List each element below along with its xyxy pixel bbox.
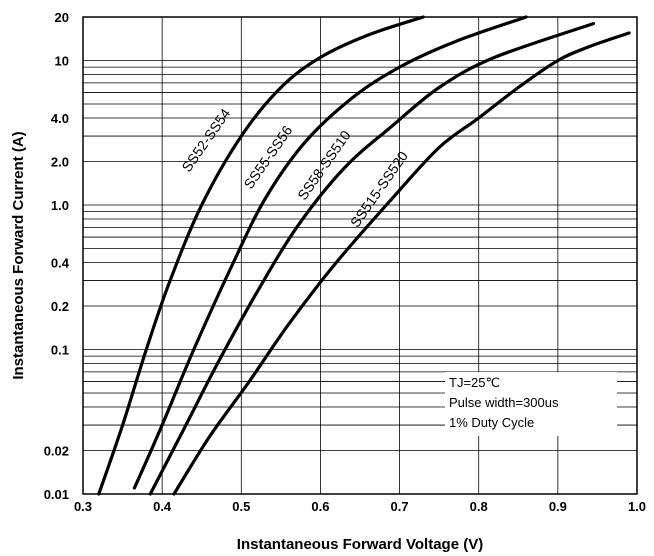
y-tick-label: 10 [55,53,69,68]
series-line [132,15,528,490]
annotation-line: TJ=25℃ [449,375,500,390]
y-tick-label: 0.01 [44,487,69,502]
y-tick-label: 4.0 [51,111,69,126]
x-tick-label: 0.9 [549,499,567,514]
y-tick-labels: 20 10 4.0 2.0 1.0 0.4 0.2 0.1 0.02 0.01 [44,10,70,502]
series-line [148,22,596,496]
x-tick-label: 0.8 [470,499,488,514]
x-tick-label: 0.6 [311,499,329,514]
y-tick-label: 20 [55,10,69,25]
x-tick-label: 1.0 [628,499,646,514]
x-axis-title: Instantaneous Forward Voltage (V) [237,536,483,553]
series-line [97,15,425,496]
annotation-box: TJ=25℃ Pulse width=300us 1% Duty Cycle [449,375,559,430]
plot-frame [82,16,638,495]
series-curves [97,15,631,496]
y-tick-label: 0.4 [51,256,70,271]
x-tick-label: 0.5 [232,499,250,514]
series-line [172,31,631,496]
x-tick-label: 0.7 [391,499,409,514]
annotation-box-bg [445,372,617,436]
y-tick-label: 0.2 [51,299,69,314]
y-tick-label: 2.0 [51,155,69,170]
grid [83,17,637,494]
series-label: SS55-SS56 [240,122,295,191]
annotation-line: 1% Duty Cycle [449,415,534,430]
x-tick-labels: 0.3 0.4 0.5 0.6 0.7 0.8 0.9 1.0 [74,499,646,514]
y-tick-label: 0.1 [51,342,69,357]
annotation-line: Pulse width=300us [449,395,559,410]
x-tick-label: 0.4 [153,499,172,514]
y-tick-label: 0.02 [44,444,69,459]
x-tick-label: 0.3 [74,499,92,514]
y-axis-title: Instantaneous Forward Current (A) [10,131,27,379]
y-tick-label: 1.0 [51,198,69,213]
